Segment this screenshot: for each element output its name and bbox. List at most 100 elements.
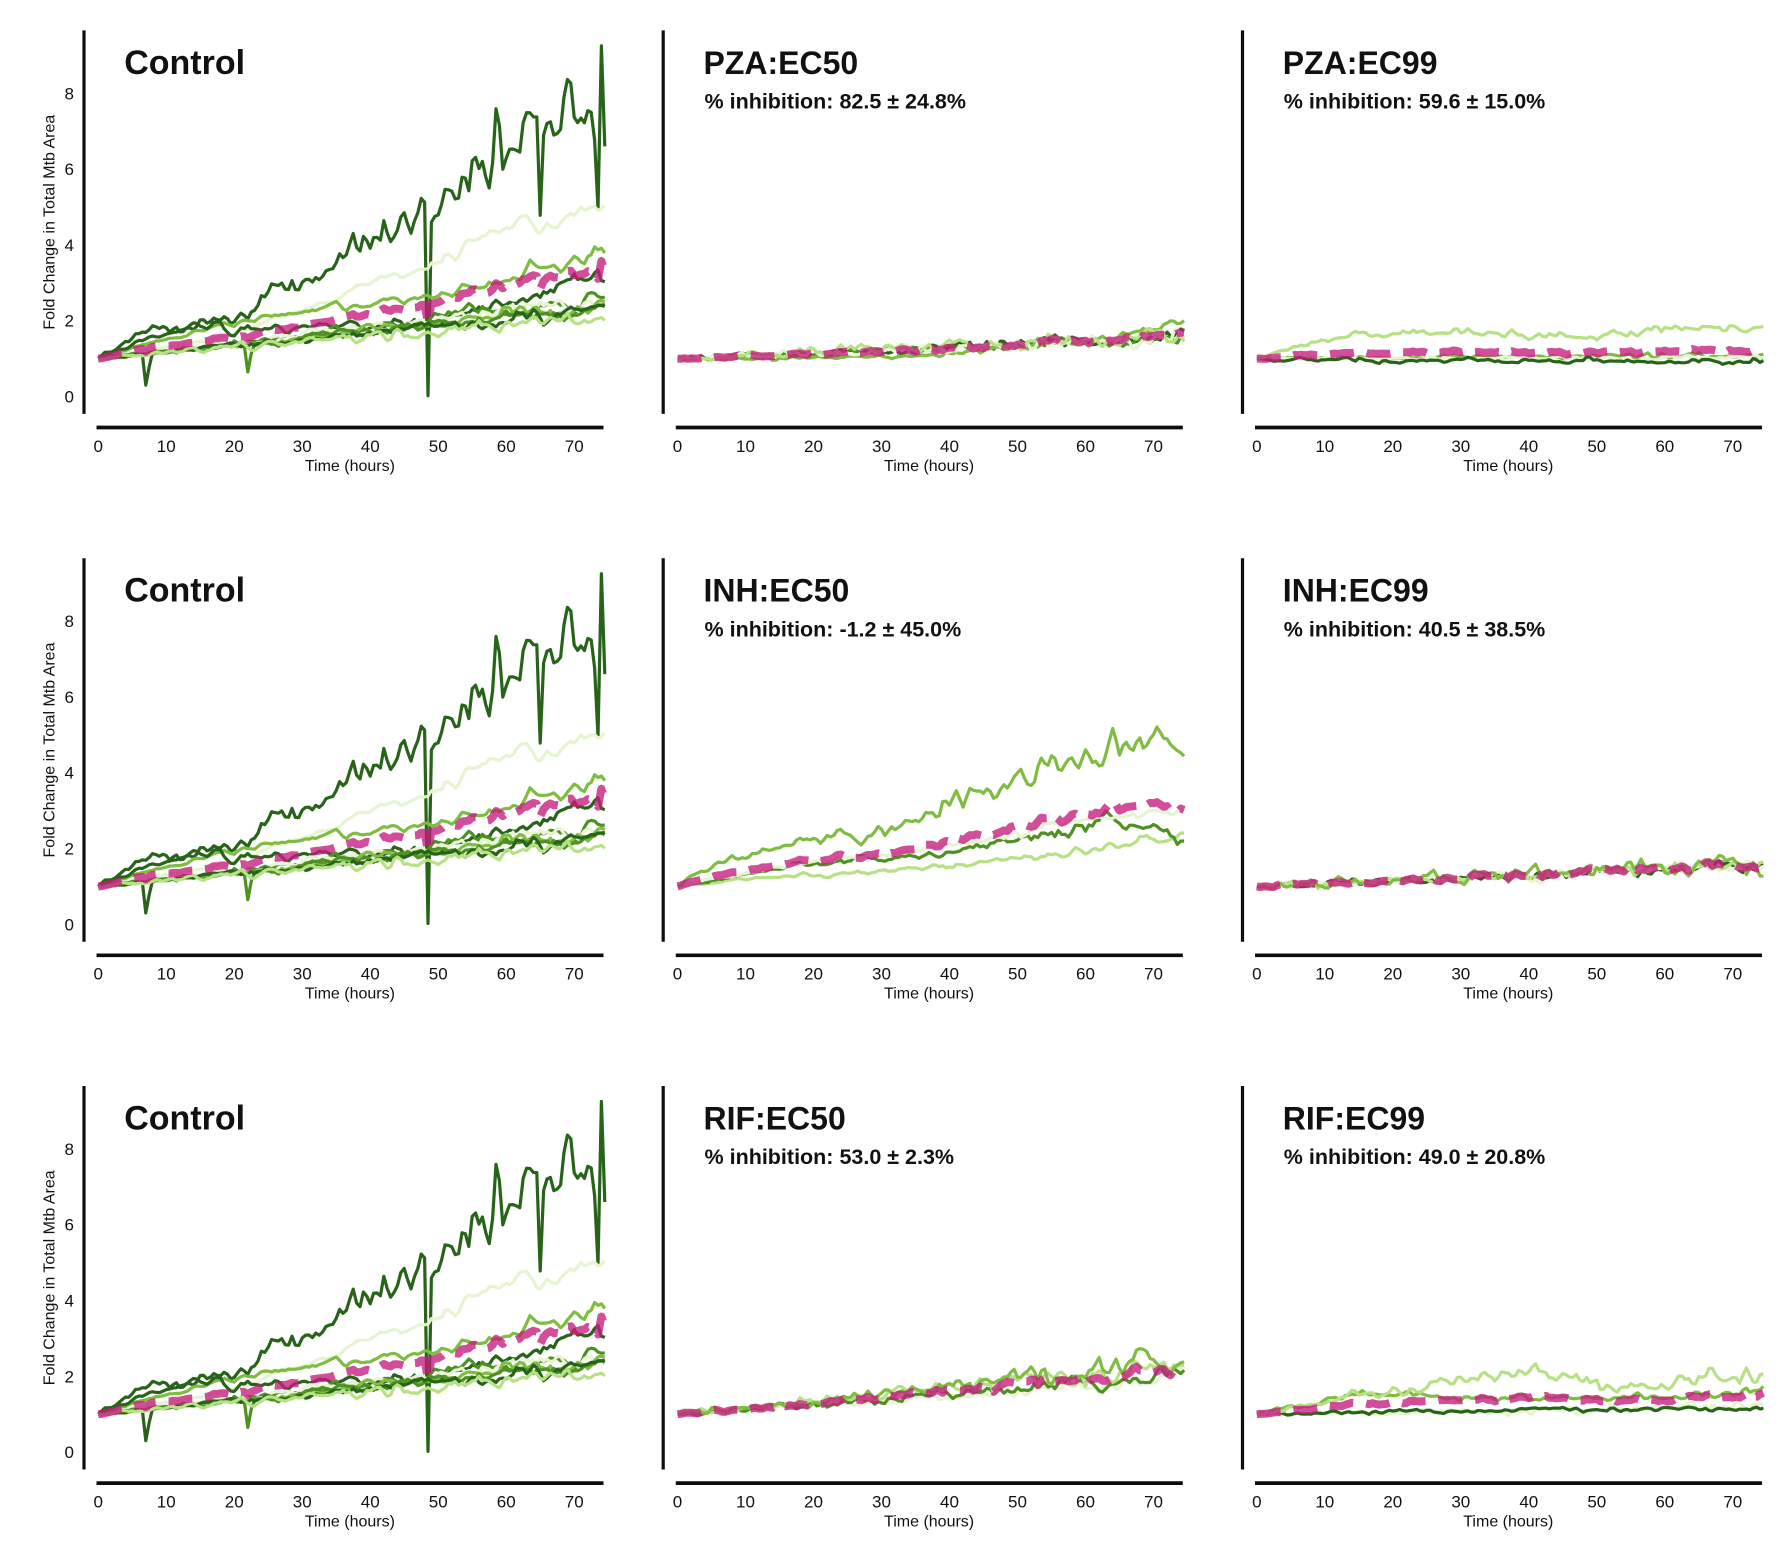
svg-text:0: 0 <box>93 437 102 456</box>
svg-text:60: 60 <box>1076 965 1095 984</box>
svg-text:40: 40 <box>361 1493 380 1512</box>
svg-text:20: 20 <box>804 1493 823 1512</box>
svg-text:Time (hours): Time (hours) <box>1463 458 1553 475</box>
svg-text:40: 40 <box>361 437 380 456</box>
svg-text:4: 4 <box>65 236 74 255</box>
svg-text:0: 0 <box>65 388 74 407</box>
svg-text:70: 70 <box>1723 1493 1742 1512</box>
svg-text:4: 4 <box>65 1292 74 1311</box>
svg-text:Fold Change in Total Mtb Area: Fold Change in Total Mtb Area <box>42 642 59 857</box>
svg-text:60: 60 <box>497 965 516 984</box>
svg-text:10: 10 <box>157 965 176 984</box>
svg-text:0: 0 <box>65 915 74 934</box>
svg-text:RIF:EC99: RIF:EC99 <box>1283 1100 1425 1136</box>
svg-text:10: 10 <box>1315 1493 1334 1512</box>
svg-text:8: 8 <box>65 612 74 631</box>
svg-text:Time (hours): Time (hours) <box>305 986 395 1003</box>
svg-text:Time (hours): Time (hours) <box>884 458 974 475</box>
svg-text:INH:EC50: INH:EC50 <box>704 573 850 609</box>
svg-text:2: 2 <box>65 840 74 859</box>
svg-text:20: 20 <box>225 1493 244 1512</box>
svg-text:20: 20 <box>1383 965 1402 984</box>
svg-text:20: 20 <box>1383 1493 1402 1512</box>
svg-text:30: 30 <box>1451 437 1470 456</box>
svg-text:60: 60 <box>1655 1493 1674 1512</box>
svg-text:Time (hours): Time (hours) <box>884 1514 974 1531</box>
svg-text:70: 70 <box>1144 437 1163 456</box>
svg-text:40: 40 <box>940 437 959 456</box>
svg-text:Control: Control <box>124 572 245 610</box>
svg-text:Control: Control <box>124 44 245 82</box>
svg-text:8: 8 <box>65 1140 74 1159</box>
svg-text:4: 4 <box>65 764 74 783</box>
svg-text:50: 50 <box>429 1493 448 1512</box>
svg-text:10: 10 <box>736 437 755 456</box>
svg-text:6: 6 <box>65 688 74 707</box>
svg-text:40: 40 <box>361 965 380 984</box>
svg-text:20: 20 <box>804 965 823 984</box>
svg-text:INH:EC99: INH:EC99 <box>1283 573 1429 609</box>
svg-text:30: 30 <box>872 437 891 456</box>
svg-text:60: 60 <box>497 1493 516 1512</box>
svg-text:Time (hours): Time (hours) <box>1463 986 1553 1003</box>
svg-text:30: 30 <box>872 1493 891 1512</box>
svg-text:40: 40 <box>1519 965 1538 984</box>
svg-text:Time (hours): Time (hours) <box>1463 1514 1553 1531</box>
svg-text:70: 70 <box>565 965 584 984</box>
svg-text:% inhibition: 49.0 ± 20.8%: % inhibition: 49.0 ± 20.8% <box>1284 1145 1546 1169</box>
svg-text:30: 30 <box>1451 1493 1470 1512</box>
svg-text:60: 60 <box>1655 437 1674 456</box>
svg-text:60: 60 <box>1076 437 1095 456</box>
svg-text:% inhibition: -1.2 ± 45.0%: % inhibition: -1.2 ± 45.0% <box>705 617 962 641</box>
svg-text:6: 6 <box>65 1216 74 1235</box>
svg-text:PZA:EC99: PZA:EC99 <box>1283 45 1438 81</box>
svg-text:20: 20 <box>225 965 244 984</box>
svg-text:% inhibition: 53.0 ± 2.3%: % inhibition: 53.0 ± 2.3% <box>705 1145 955 1169</box>
svg-text:Fold Change in Total Mtb Area: Fold Change in Total Mtb Area <box>42 115 59 330</box>
svg-text:70: 70 <box>1723 965 1742 984</box>
svg-text:50: 50 <box>1587 437 1606 456</box>
svg-text:30: 30 <box>293 437 312 456</box>
svg-text:0: 0 <box>1252 965 1261 984</box>
svg-text:70: 70 <box>1144 965 1163 984</box>
svg-text:Fold Change in Total Mtb Area: Fold Change in Total Mtb Area <box>42 1170 59 1385</box>
svg-text:RIF:EC50: RIF:EC50 <box>704 1100 846 1136</box>
svg-text:30: 30 <box>872 965 891 984</box>
svg-text:% inhibition: 40.5 ± 38.5%: % inhibition: 40.5 ± 38.5% <box>1284 617 1546 641</box>
svg-text:10: 10 <box>1315 437 1334 456</box>
svg-text:0: 0 <box>673 1493 682 1512</box>
svg-text:PZA:EC50: PZA:EC50 <box>704 45 859 81</box>
svg-text:8: 8 <box>65 84 74 103</box>
svg-text:2: 2 <box>65 312 74 331</box>
svg-text:20: 20 <box>225 437 244 456</box>
svg-text:60: 60 <box>1076 1493 1095 1512</box>
svg-text:50: 50 <box>1587 965 1606 984</box>
svg-text:% inhibition: 59.6 ± 15.0%: % inhibition: 59.6 ± 15.0% <box>1284 90 1546 114</box>
svg-text:20: 20 <box>1383 437 1402 456</box>
svg-text:0: 0 <box>1252 1493 1261 1512</box>
svg-text:70: 70 <box>565 437 584 456</box>
svg-text:10: 10 <box>736 1493 755 1512</box>
svg-text:10: 10 <box>1315 965 1334 984</box>
svg-text:0: 0 <box>65 1443 74 1462</box>
svg-text:70: 70 <box>1723 437 1742 456</box>
svg-text:40: 40 <box>940 965 959 984</box>
svg-text:50: 50 <box>1008 965 1027 984</box>
svg-text:6: 6 <box>65 160 74 179</box>
svg-text:50: 50 <box>1008 1493 1027 1512</box>
svg-text:% inhibition: 82.5 ± 24.8%: % inhibition: 82.5 ± 24.8% <box>705 90 967 114</box>
svg-text:50: 50 <box>1008 437 1027 456</box>
svg-text:Control: Control <box>124 1099 245 1137</box>
svg-text:Time (hours): Time (hours) <box>305 1514 395 1531</box>
svg-text:10: 10 <box>157 437 176 456</box>
svg-text:40: 40 <box>1519 1493 1538 1512</box>
svg-text:20: 20 <box>804 437 823 456</box>
svg-text:60: 60 <box>1655 965 1674 984</box>
svg-text:70: 70 <box>1144 1493 1163 1512</box>
svg-text:Time (hours): Time (hours) <box>884 986 974 1003</box>
svg-text:0: 0 <box>93 965 102 984</box>
svg-text:2: 2 <box>65 1367 74 1386</box>
svg-text:0: 0 <box>673 437 682 456</box>
svg-text:0: 0 <box>93 1493 102 1512</box>
svg-text:40: 40 <box>940 1493 959 1512</box>
